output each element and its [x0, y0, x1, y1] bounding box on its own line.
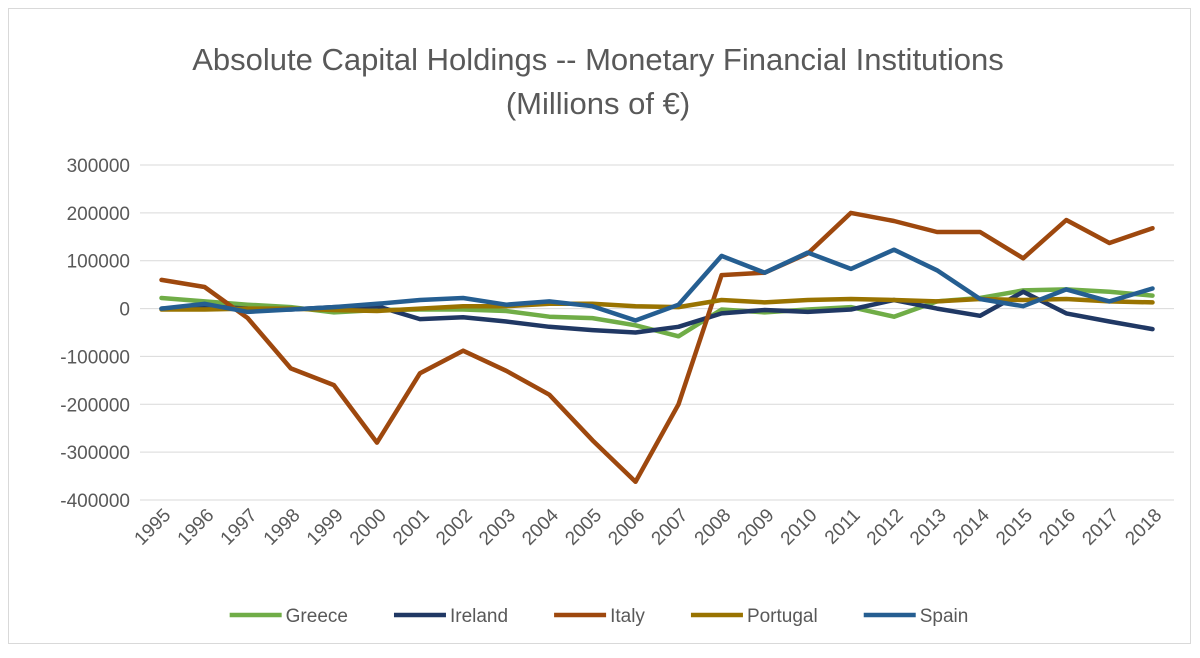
y-tick-label: 100000: [67, 252, 130, 273]
y-tick-label: 300000: [67, 156, 130, 177]
y-tick-label: -300000: [60, 443, 130, 464]
legend-label: Greece: [286, 606, 348, 627]
legend-label: Portugal: [747, 606, 818, 627]
series-line: [159, 210, 1155, 485]
legend-label: Spain: [920, 606, 969, 627]
chart-title: Absolute Capital Holdings -- Monetary Fi…: [192, 42, 1004, 77]
legend-label: Italy: [610, 606, 645, 627]
chart-border: [8, 8, 1191, 644]
y-tick-label: 200000: [67, 204, 130, 225]
y-tick-label: -200000: [60, 395, 130, 416]
legend-label: Ireland: [450, 606, 508, 627]
series-line: [159, 247, 1155, 323]
y-tick-label: 0: [119, 300, 130, 321]
y-tick-label: -100000: [60, 347, 130, 368]
chart-title: (Millions of €): [506, 86, 690, 121]
y-tick-label: -400000: [60, 491, 130, 512]
